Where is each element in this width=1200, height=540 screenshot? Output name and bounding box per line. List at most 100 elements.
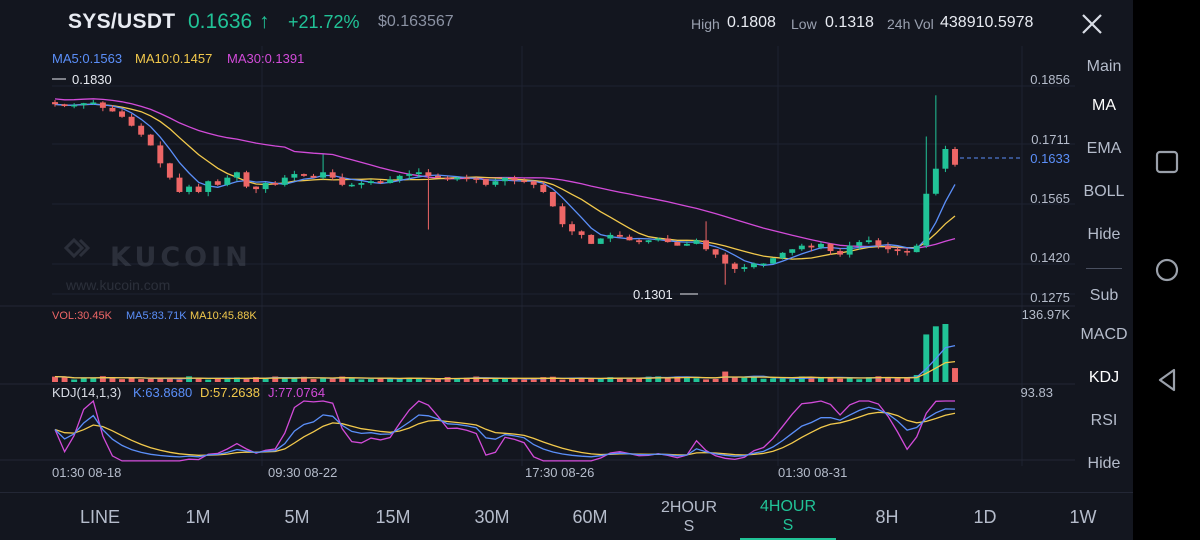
volume-axis-max: 136.97K [1022,307,1071,322]
timeframe-1w[interactable]: 1W [1069,506,1097,527]
timeframe-5m[interactable]: 5M [284,506,310,527]
candle-body [52,102,58,105]
candle-body [377,181,384,184]
volume-bar [166,378,173,382]
volume-bar [789,379,796,382]
timeframe-line[interactable]: LINE [79,506,121,527]
indicator-macd[interactable]: MACD [1080,326,1128,343]
candle-body [454,177,461,180]
volume-bar [358,379,365,382]
recent-apps-icon[interactable] [1153,148,1181,176]
ma30-legend: MA30:0.1391 [227,51,304,66]
kdj-axis-max: 93.83 [1020,385,1053,400]
candle-body [885,245,891,250]
candle-body [578,231,585,235]
candle-body [569,224,575,232]
kline-screen: SYS/USDT 0.1636 ↑ +21.72% $0.163567 High… [0,0,1133,540]
candle-body [770,258,777,264]
candle-body [952,149,958,165]
candle-body [281,177,288,185]
candle-body [731,263,738,269]
candle-body [224,177,231,185]
candle-body [291,174,298,178]
hide-sub-indicator[interactable]: Hide [1087,455,1121,472]
candle-body [99,102,106,108]
low-value: 0.1318 [825,14,874,31]
candle-body [645,240,652,243]
back-icon[interactable] [1153,366,1181,394]
indicator-ma[interactable]: MA [1092,97,1116,114]
candle-body [272,183,279,185]
candle-body [693,240,700,244]
max-price-label: 0.1830 [72,72,112,87]
volume-bar [281,377,288,382]
candle-body [61,104,68,107]
candle-body [71,104,78,107]
volume-bar [406,377,413,382]
volume-bar [262,378,269,382]
candle-body [549,191,556,207]
indicator-boll[interactable]: BOLL [1083,183,1125,200]
kucoin-watermark: KUCOIN www.kucoin.com [63,237,248,293]
vol-value: 438910.5978 [940,14,1034,31]
timeframe-60m[interactable]: 60M [572,506,608,527]
volume-bar [549,376,556,382]
candle-body [655,238,662,241]
timeframe-1m[interactable]: 1M [185,506,211,527]
volume-legend: VOL:30.45K [52,310,113,322]
volume-bars [52,324,958,382]
time-tick: 09:30 08-22 [268,465,337,480]
candle-body [320,172,327,178]
volume-bar [90,378,97,382]
price-tick: 0.1711 [1031,132,1070,147]
indicator-rsi[interactable]: RSI [1090,412,1118,429]
kline-chart-area[interactable]: KUCOIN www.kucoin.com MA5:0.1563 MA10:0.… [0,46,1075,492]
candle-body [559,206,566,225]
candle-body [789,249,796,253]
volume-bar [224,379,231,382]
volume-bar [52,376,58,382]
candle-body [214,181,221,185]
price-change-percent: +21.72% [288,12,360,32]
timeframe-2hours[interactable]: 2HOUR S [660,499,717,535]
volume-bar [894,378,901,382]
volume-ma10-legend: MA10:45.88K [190,310,257,322]
indicator-kdj[interactable]: KDJ [1088,369,1120,386]
timeframe-1d[interactable]: 1D [973,506,997,527]
volume-bar [932,326,939,382]
close-icon[interactable] [1078,10,1106,38]
indicator-ema[interactable]: EMA [1086,140,1122,157]
volume-bar [214,378,221,382]
kline-chart[interactable]: KUCOIN www.kucoin.com MA5:0.1563 MA10:0.… [0,46,1075,492]
timeframe-8h[interactable]: 8H [875,506,899,527]
volume-bar [521,379,528,382]
timeframe-15m[interactable]: 15M [375,506,411,527]
last-price: 0.1636 [188,10,253,33]
volume-bar [253,377,260,382]
pair-symbol[interactable]: SYS/USDT [68,10,176,33]
candle-body [779,252,786,259]
high-value: 0.1808 [727,14,776,31]
up-arrow-icon: ↑ [259,10,270,33]
candle-body [875,240,882,246]
candle-body [157,145,164,164]
volume-bar [243,378,250,382]
candle-body [626,236,633,241]
kdj-lines [54,399,956,462]
volume-bar [444,377,451,382]
volume-bar [425,379,432,382]
main-indicator-header: Main [1086,58,1122,75]
volume-bar [817,376,824,382]
low-label: Low [791,16,817,32]
current-price-tag: 0.1633 [1030,151,1070,166]
candle-body [798,245,805,250]
candle-body [827,243,834,252]
hide-main-indicator[interactable]: Hide [1087,226,1121,243]
candle-body [300,174,307,176]
timeframe-4hours[interactable]: 4HOUR S [740,493,836,540]
min-price-label: 0.1301 [633,287,673,302]
volume-bar [655,376,662,382]
home-icon[interactable] [1153,256,1181,284]
volume-bar [291,378,298,382]
timeframe-30m[interactable]: 30M [474,506,510,527]
